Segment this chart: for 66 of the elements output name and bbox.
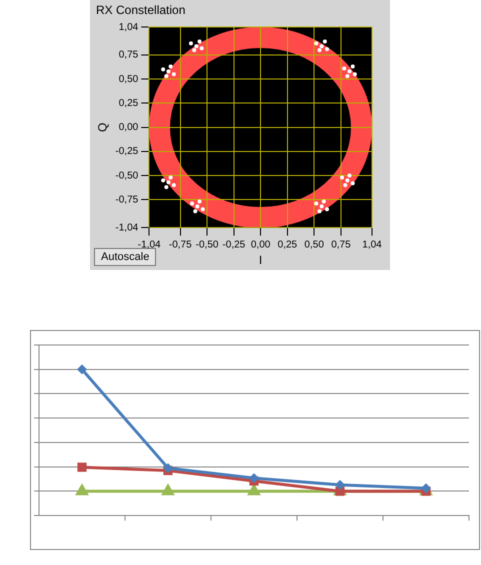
point: [190, 201, 194, 206]
point: [194, 44, 198, 48]
chart-title: RX Constellation: [96, 3, 186, 17]
point: [77, 364, 87, 374]
y-tick-label: -0,75: [115, 194, 139, 206]
point: [320, 204, 324, 208]
point: [77, 462, 87, 472]
point: [348, 174, 352, 178]
x-tick-label: -0,75: [168, 239, 192, 250]
point: [343, 183, 348, 188]
point: [318, 209, 322, 214]
point: [322, 200, 326, 204]
point: [345, 74, 350, 78]
y-tick-label: -0,50: [115, 170, 139, 182]
point: [168, 175, 173, 180]
x-tick-label: 0,75: [331, 239, 352, 250]
x-tick-label: 1,04: [362, 239, 382, 250]
point: [192, 48, 196, 52]
autoscale-button: Autoscale: [94, 248, 156, 266]
point: [200, 207, 205, 212]
point: [198, 39, 202, 44]
y-tick-label: -0,25: [115, 146, 139, 158]
point: [318, 48, 322, 52]
x-tick-label: 0,25: [278, 239, 298, 250]
point: [168, 64, 173, 69]
point: [325, 207, 330, 212]
point: [314, 201, 318, 206]
point: [172, 183, 176, 188]
point: [348, 69, 352, 74]
y-axis-title: Q: [96, 122, 110, 132]
y-tick-label: 0,25: [118, 98, 139, 109]
x-tick-label: -0,50: [196, 239, 219, 250]
point: [195, 204, 200, 208]
point: [188, 41, 193, 46]
point: [200, 46, 204, 50]
y-tick-label: 0,50: [118, 74, 139, 85]
point: [193, 209, 198, 214]
point: [172, 72, 176, 76]
y-tick-label: 0,00: [118, 122, 139, 134]
x-tick-label: -1,04: [138, 239, 162, 250]
point: [322, 39, 327, 44]
point: [249, 473, 259, 484]
y-tick-label: 1,04: [118, 22, 139, 33]
point: [320, 44, 324, 48]
x-tick-label: 0,00: [250, 239, 271, 250]
point: [335, 480, 345, 490]
point: [345, 178, 350, 182]
point: [198, 200, 202, 204]
x-axis-title: I: [258, 253, 262, 268]
point: [164, 74, 168, 78]
point: [161, 178, 166, 182]
point: [314, 41, 318, 46]
point: [164, 185, 168, 190]
point: [342, 66, 346, 70]
point: [340, 175, 344, 180]
point: [350, 64, 355, 69]
y-tick-label: 0,75: [118, 50, 139, 61]
point: [163, 463, 173, 474]
x-tick-label: -0,25: [222, 239, 246, 250]
point: [161, 67, 166, 72]
point: [325, 47, 330, 52]
x-tick-label: 0,50: [304, 239, 324, 250]
point: [166, 69, 170, 74]
y-tick-label: -1,04: [115, 222, 139, 234]
point: [352, 72, 357, 76]
point: [166, 180, 170, 184]
